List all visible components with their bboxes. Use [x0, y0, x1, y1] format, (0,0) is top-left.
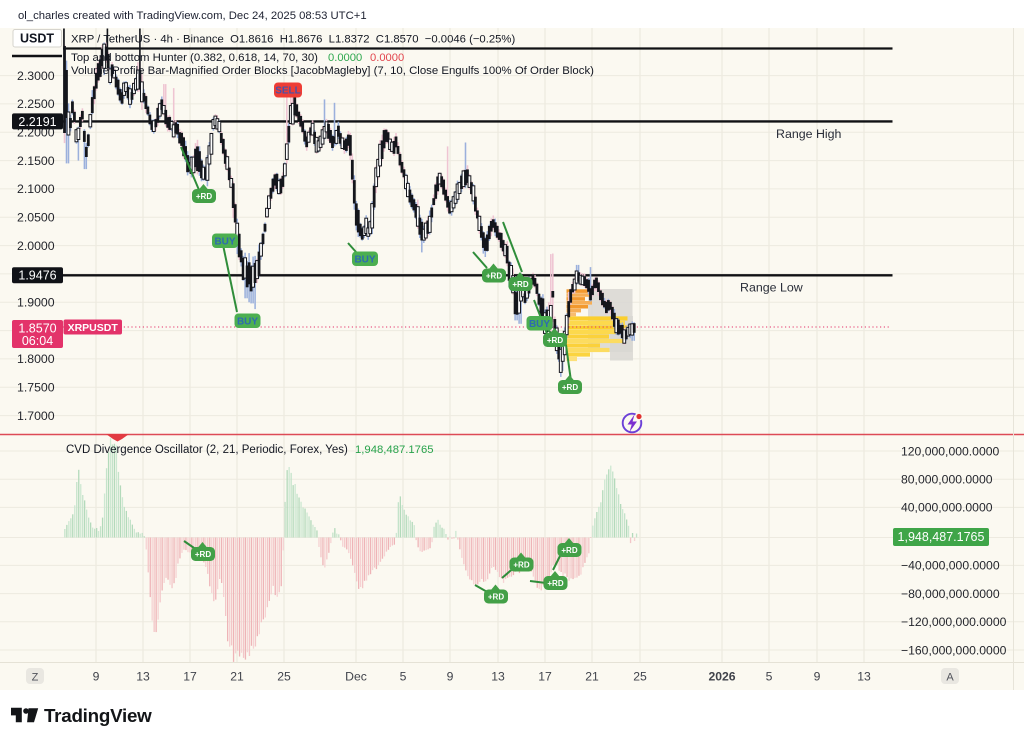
svg-text:1.7000: 1.7000 — [17, 409, 55, 423]
svg-text:9: 9 — [93, 670, 100, 684]
svg-text:2026: 2026 — [708, 670, 735, 684]
svg-text:9: 9 — [814, 670, 821, 684]
svg-text:−40,000,000.0000: −40,000,000.0000 — [901, 559, 1000, 573]
svg-text:2.3000: 2.3000 — [17, 69, 55, 83]
svg-text:XRP / TetherUS · 4h · Binance: XRP / TetherUS · 4h · Binance O1.8616 H1… — [71, 34, 515, 46]
svg-text:2.0500: 2.0500 — [17, 211, 55, 225]
svg-text:Volume Profile Bar-Magnified O: Volume Profile Bar-Magnified Order Block… — [71, 65, 594, 77]
svg-text:9: 9 — [447, 670, 454, 684]
svg-text:Dec: Dec — [345, 670, 367, 684]
svg-text:2.1000: 2.1000 — [17, 182, 55, 196]
svg-text:21: 21 — [230, 670, 244, 684]
svg-text:25: 25 — [633, 670, 647, 684]
svg-text:Range Low: Range Low — [740, 281, 803, 295]
svg-text:+RD: +RD — [562, 383, 578, 392]
svg-text:0.0000: 0.0000 — [328, 52, 362, 64]
svg-text:40,000,000.0000: 40,000,000.0000 — [901, 501, 993, 515]
svg-text:SELL: SELL — [275, 86, 301, 97]
svg-text:ol_charles created with Tradin: ol_charles created with TradingView.com,… — [18, 10, 367, 22]
svg-text:13: 13 — [857, 670, 871, 684]
svg-text:+RD: +RD — [561, 546, 577, 555]
svg-text:CVD Divergence Oscillator (2,: CVD Divergence Oscillator (2, 21, Period… — [66, 444, 348, 456]
svg-text:13: 13 — [491, 670, 505, 684]
svg-text:BUY: BUY — [237, 316, 258, 327]
svg-text:+RD: +RD — [512, 280, 528, 289]
svg-text:+RD: +RD — [196, 192, 212, 201]
svg-text:5: 5 — [766, 670, 773, 684]
svg-text:06:04: 06:04 — [22, 334, 53, 348]
svg-text:120,000,000.0000: 120,000,000.0000 — [901, 444, 999, 458]
svg-text:−80,000,000.0000: −80,000,000.0000 — [901, 587, 1000, 601]
svg-text:2.1500: 2.1500 — [17, 154, 55, 168]
svg-text:+RD: +RD — [547, 579, 563, 588]
svg-text:17: 17 — [183, 670, 197, 684]
svg-text:+RD: +RD — [488, 593, 504, 602]
svg-text:BUY: BUY — [529, 319, 550, 330]
svg-text:+RD: +RD — [547, 336, 563, 345]
svg-text:1.8000: 1.8000 — [17, 352, 55, 366]
svg-text:BUY: BUY — [214, 236, 235, 247]
svg-text:17: 17 — [538, 670, 552, 684]
svg-text:1.7500: 1.7500 — [17, 381, 55, 395]
svg-text:5: 5 — [400, 670, 407, 684]
svg-text:1,948,487.1765: 1,948,487.1765 — [898, 530, 985, 544]
svg-text:USDT: USDT — [20, 32, 54, 46]
svg-text:0.0000: 0.0000 — [370, 52, 404, 64]
svg-text:25: 25 — [277, 670, 291, 684]
svg-text:Z: Z — [32, 672, 39, 684]
svg-text:+RD: +RD — [486, 272, 502, 281]
svg-text:BUY: BUY — [354, 254, 375, 265]
svg-text:Range High: Range High — [776, 127, 842, 141]
svg-text:TradingView: TradingView — [44, 705, 152, 726]
svg-text:1.8570: 1.8570 — [18, 322, 56, 336]
svg-text:1.9476: 1.9476 — [18, 269, 56, 283]
svg-text:XRPUSDT: XRPUSDT — [68, 322, 119, 334]
svg-text:2.2500: 2.2500 — [17, 97, 55, 111]
svg-text:80,000,000.0000: 80,000,000.0000 — [901, 473, 993, 487]
svg-text:A: A — [946, 672, 954, 684]
svg-text:+RD: +RD — [195, 550, 211, 559]
svg-text:13: 13 — [136, 670, 150, 684]
svg-text:21: 21 — [585, 670, 599, 684]
svg-text:1.9000: 1.9000 — [17, 296, 55, 310]
svg-text:−120,000,000.0000: −120,000,000.0000 — [901, 615, 1007, 629]
svg-text:1,948,487.1765: 1,948,487.1765 — [355, 444, 434, 456]
svg-text:2.0000: 2.0000 — [17, 239, 55, 253]
svg-text:+RD: +RD — [513, 561, 529, 570]
svg-text:2.2191: 2.2191 — [18, 115, 56, 129]
svg-text:−160,000,000.0000: −160,000,000.0000 — [901, 643, 1007, 657]
svg-text:Top and bottom Hunter (0.382,: Top and bottom Hunter (0.382, 0.618, 14,… — [71, 52, 318, 64]
